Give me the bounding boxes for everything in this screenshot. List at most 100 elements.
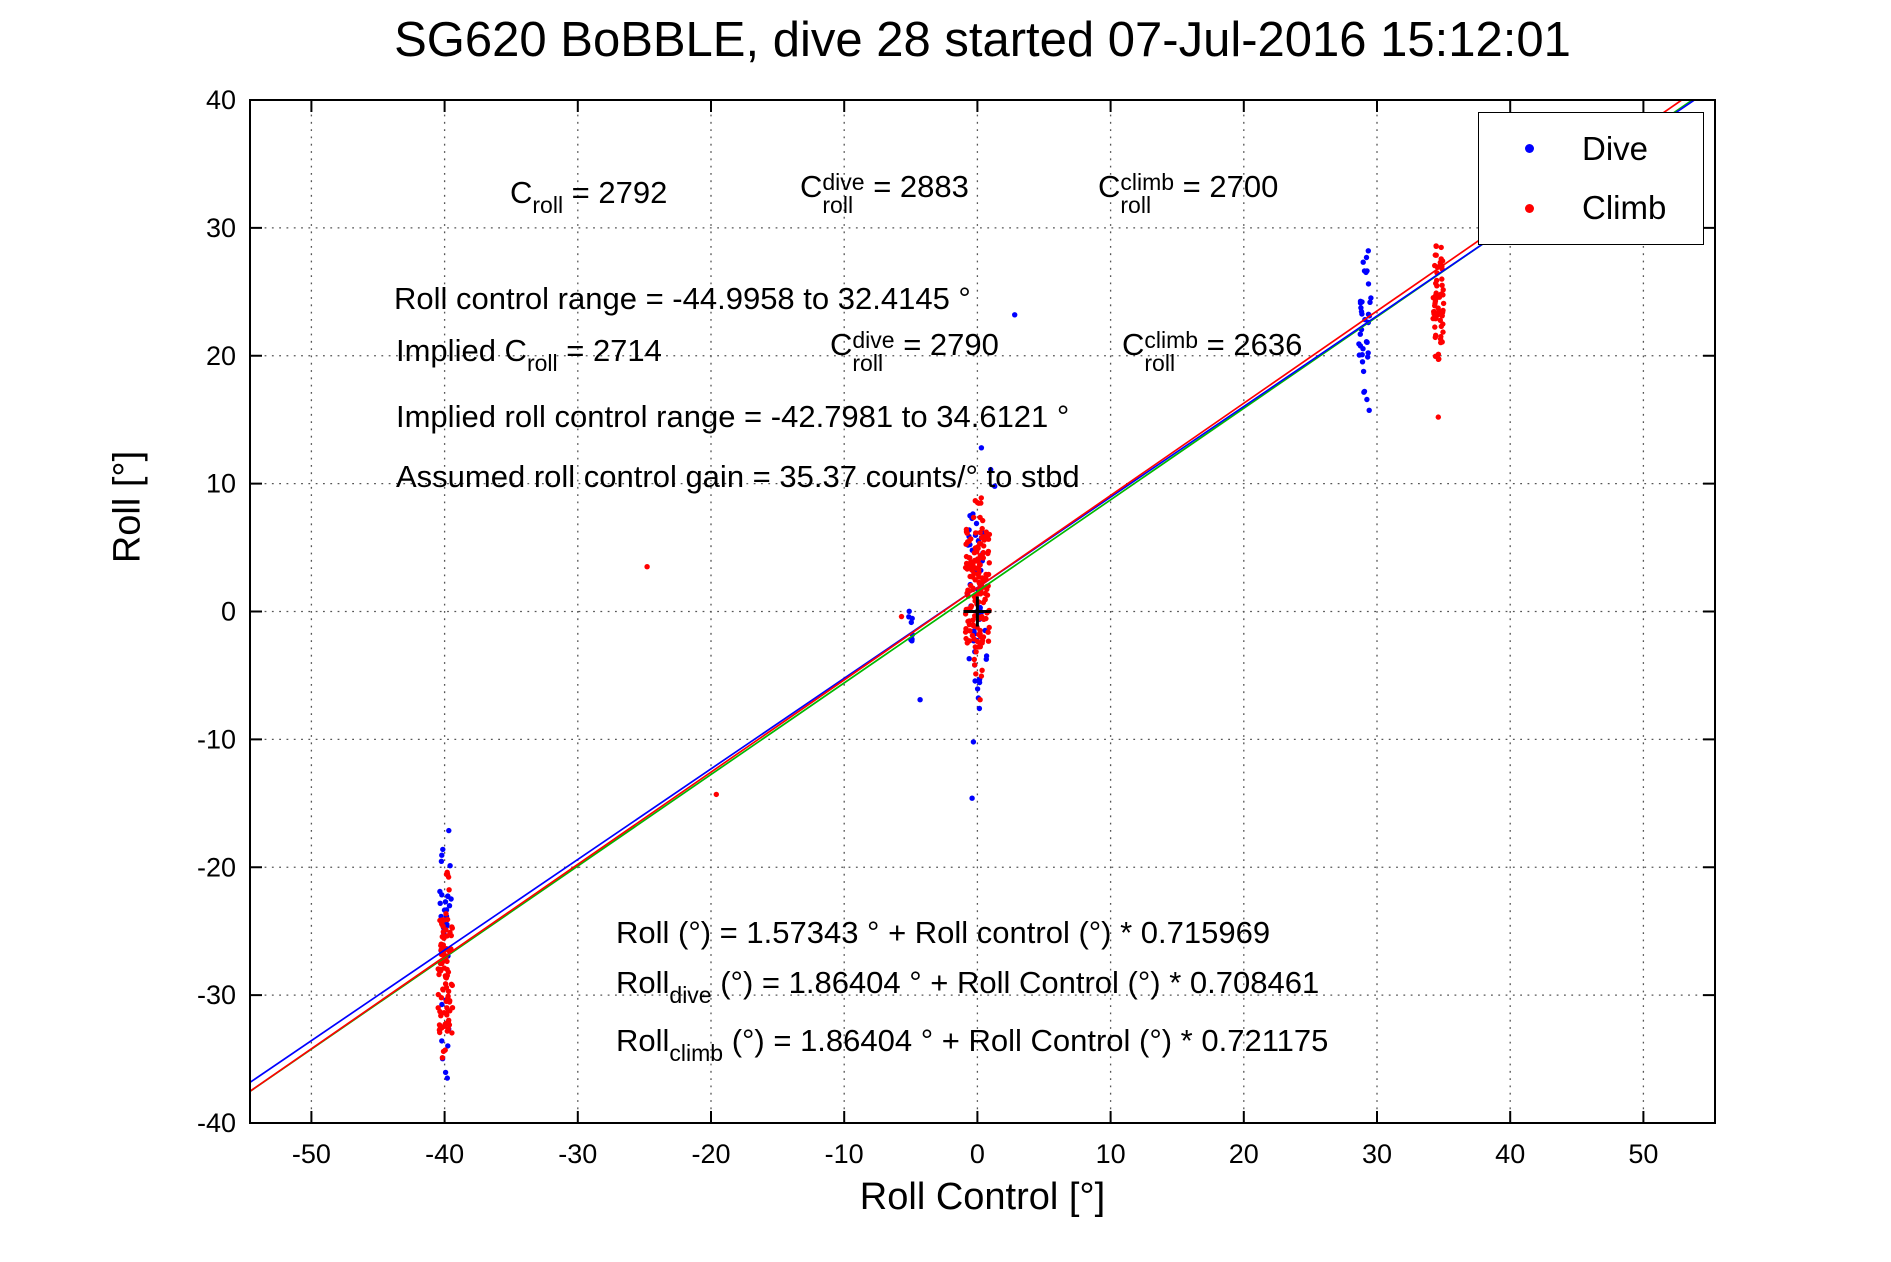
data-point-outlier: [977, 697, 983, 703]
data-point: [1432, 324, 1438, 330]
data-point: [979, 637, 986, 644]
data-point: [439, 1038, 445, 1044]
y-tick-label: -30: [197, 980, 236, 1010]
data-point: [1432, 334, 1439, 341]
data-point: [973, 520, 980, 527]
data-point: [984, 592, 991, 598]
data-point: [442, 981, 449, 987]
y-tick-label: 10: [206, 469, 236, 499]
data-point: [1432, 353, 1439, 359]
data-point: [440, 923, 446, 929]
data-point: [1365, 281, 1372, 287]
data-point: [976, 556, 982, 563]
data-point: [442, 973, 449, 979]
data-point: [1357, 331, 1364, 337]
x-tick-label: 10: [1096, 1139, 1126, 1169]
data-point: [976, 679, 983, 686]
legend-item-climb: Climb: [1479, 189, 1703, 227]
data-point: [1359, 311, 1365, 317]
data-point: [1439, 276, 1445, 282]
data-point: [1433, 243, 1439, 249]
annotation-text-0: Croll = 2792: [510, 175, 668, 218]
data-point: [970, 622, 976, 628]
data-point: [445, 1043, 451, 1049]
annotation-text-8: Assumed roll control gain = 35.37 counts…: [396, 459, 1080, 494]
legend: Dive Climb: [1478, 112, 1704, 245]
data-point: [1363, 339, 1370, 345]
data-point-outlier: [970, 739, 977, 745]
y-tick-label: 20: [206, 341, 236, 371]
data-point: [983, 615, 989, 622]
legend-item-dive: Dive: [1479, 130, 1703, 168]
plot-inner: [250, 100, 1715, 1123]
data-point: [443, 871, 450, 877]
data-point: [1440, 287, 1446, 293]
data-point: [1440, 300, 1447, 307]
data-point: [443, 911, 449, 917]
data-point: [446, 999, 453, 1005]
data-point: [444, 1075, 450, 1081]
data-point: [980, 549, 987, 556]
data-point: [985, 629, 991, 635]
data-point: [978, 673, 985, 679]
x-axis-label: Roll Control [°]: [859, 1176, 1106, 1218]
x-tick-label: -10: [825, 1139, 864, 1169]
data-point-outlier: [1435, 414, 1442, 420]
annotation-text-9: Roll (°) = 1.57343 ° + Roll control (°) …: [616, 915, 1271, 950]
y-tick-label: 0: [221, 597, 236, 627]
data-point: [977, 540, 983, 547]
data-point: [977, 627, 983, 634]
x-tick-label: 50: [1628, 1139, 1658, 1169]
x-tick-label: -50: [292, 1139, 331, 1169]
data-point-outlier: [644, 564, 650, 570]
data-point: [986, 624, 992, 631]
data-point: [444, 1005, 450, 1011]
data-point: [448, 896, 454, 902]
data-point-outlier: [917, 697, 923, 703]
x-tick-label: 30: [1362, 1139, 1392, 1169]
data-point: [440, 986, 446, 992]
data-point: [1439, 258, 1446, 264]
data-point: [1359, 359, 1366, 365]
data-point: [1437, 317, 1444, 323]
data-point: [445, 988, 452, 994]
data-point-outlier: [988, 466, 994, 473]
data-point: [980, 599, 987, 606]
data-point: [963, 553, 970, 560]
data-point: [1361, 388, 1368, 395]
data-point: [439, 1055, 446, 1061]
data-point: [1365, 354, 1371, 360]
data-point: [444, 958, 450, 965]
data-point: [1435, 305, 1441, 311]
data-point: [966, 656, 972, 662]
data-point: [1364, 268, 1370, 274]
data-point: [963, 529, 970, 535]
y-tick-label: -20: [197, 852, 236, 882]
data-point: [1360, 368, 1367, 375]
data-point: [447, 863, 453, 869]
data-point: [441, 1023, 447, 1029]
data-point: [976, 561, 983, 568]
data-point: [967, 573, 973, 580]
y-tick-label: -40: [197, 1108, 236, 1138]
data-point-outlier: [713, 791, 719, 798]
data-point: [973, 530, 979, 536]
data-point: [985, 638, 992, 644]
data-point: [446, 887, 452, 893]
data-point: [437, 968, 443, 974]
climb-marker-icon: [1525, 203, 1534, 213]
data-point: [441, 935, 447, 941]
data-point-outlier: [978, 445, 985, 451]
data-point: [1437, 336, 1444, 342]
data-point: [977, 529, 983, 536]
data-point: [983, 656, 989, 662]
data-point: [1430, 315, 1436, 322]
data-point: [449, 982, 455, 989]
data-point: [440, 1048, 447, 1055]
data-point: [446, 1017, 452, 1023]
data-point: [970, 514, 977, 521]
data-point-outlier: [1012, 312, 1018, 318]
data-point: [1439, 312, 1445, 318]
annotation-text-4: Implied Croll = 2714: [396, 333, 662, 376]
data-point: [1433, 252, 1439, 258]
